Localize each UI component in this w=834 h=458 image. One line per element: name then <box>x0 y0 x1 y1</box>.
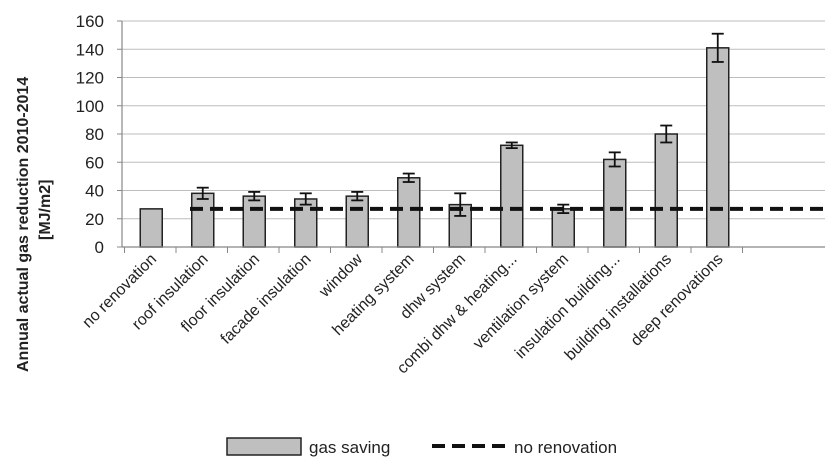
legend-label-no-renovation: no renovation <box>514 438 617 457</box>
axes <box>121 21 825 253</box>
bar-3 <box>294 198 318 248</box>
x-tick-label-4: window <box>316 250 367 301</box>
bar-5 <box>397 177 421 248</box>
bar-2 <box>242 195 266 248</box>
bar-0 <box>139 208 163 248</box>
bars <box>139 32 730 248</box>
y-tick-label-100: 100 <box>76 97 104 116</box>
y-axis-title-line-1: Annual actual gas reduction 2010-2014 <box>15 77 32 372</box>
bar-8 <box>551 208 575 248</box>
legend-swatch-gas-saving <box>226 437 302 456</box>
x-tick-label-3: facade insulation <box>218 251 315 348</box>
y-axis-title-line-2: [MJ/m2] <box>37 180 54 240</box>
bar-7 <box>500 144 524 248</box>
y-tick-label-60: 60 <box>85 153 104 172</box>
y-tick-label-80: 80 <box>85 125 104 144</box>
y-axis-title: Annual actual gas reduction 2010-2014 <box>15 77 32 372</box>
bar-11 <box>706 47 730 248</box>
y-tick-label-40: 40 <box>85 182 104 201</box>
bar-4 <box>345 195 369 248</box>
y-tick-label-160: 160 <box>76 12 104 31</box>
y-tick-label-20: 20 <box>85 210 104 229</box>
legend: gas saving no renovation <box>226 437 617 457</box>
legend-label-gas-saving: gas saving <box>309 438 390 457</box>
x-tick-label-11: deep renovations <box>628 251 727 350</box>
y-tick-label-120: 120 <box>76 69 104 88</box>
y-tick-labels: 0 20 40 60 80 100 120 140 160 <box>76 12 104 257</box>
y-tick-label-0: 0 <box>95 238 104 257</box>
y-tick-label-140: 140 <box>76 40 104 59</box>
x-tick-label-8: ventilation system <box>470 251 572 353</box>
y-axis-title-unit: [MJ/m2] <box>37 180 54 240</box>
bar-1 <box>191 192 215 248</box>
bar-10 <box>654 133 678 248</box>
bar-9 <box>603 158 627 248</box>
